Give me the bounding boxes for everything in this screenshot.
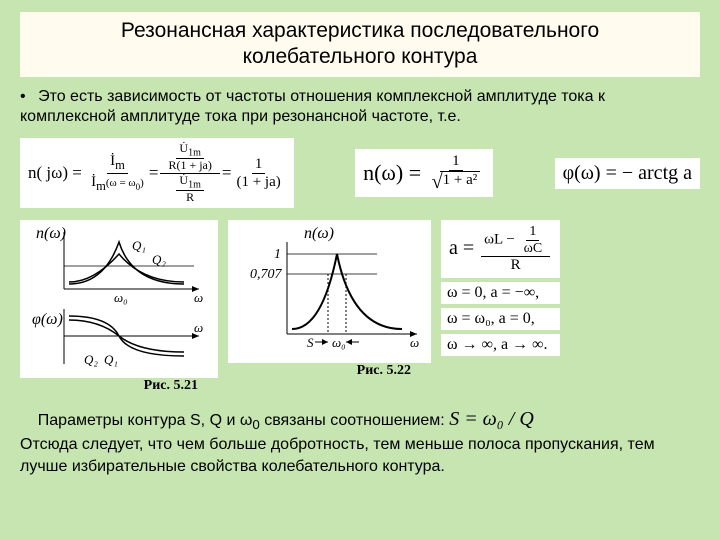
title-line1: Резонансная характеристика последователь… [121,19,599,42]
right-equations: a = ωL − 1 ωC R ω = 0, a = −∞, ω = ω₀, a… [441,220,560,355]
limit-3: ω → ∞, a → ∞. [441,334,560,356]
fig522-svg: n(ω) 1 0,707 S ω₀ ω [232,224,427,354]
svg-text:Q₂: Q₂ [152,252,166,267]
svg-text:0,707: 0,707 [250,267,283,282]
eq-a-def: a = ωL − 1 ωC R [441,220,560,277]
svg-text:ω: ω [194,320,203,335]
svg-text:ω₀: ω₀ [332,335,346,350]
parameters-text: Параметры контура S, Q и ω0 связаны соот… [20,406,700,477]
svg-text:1: 1 [274,247,281,262]
svg-text:φ(ω): φ(ω) [32,311,63,328]
svg-text:n(ω): n(ω) [304,225,334,242]
svg-text:Q₂: Q₂ [84,352,98,367]
page-title: Резонансная характеристика последователь… [20,12,700,77]
svg-text:ω₀: ω₀ [114,290,128,305]
limit-2: ω = ω₀, a = 0, [441,308,560,330]
eq-n-jw: n( jω) = İm İm(ω = ω0) = U̇1m R(1 + ja) … [20,138,294,208]
fig522-caption: Рис. 5.22 [228,363,431,379]
svg-text:Q₁: Q₁ [132,238,146,253]
fig521-svg: n(ω) Q₁ Q₂ ω₀ ω φ(ω) Q₂ Q₁ ω [24,224,214,369]
svg-text:S: S [307,335,314,350]
eq-n-omega: n(ω) = 1 1 + a² [355,149,493,197]
figures-row: n(ω) Q₁ Q₂ ω₀ ω φ(ω) Q₂ Q₁ ω [20,220,700,394]
figure-5-21: n(ω) Q₁ Q₂ ω₀ ω φ(ω) Q₂ Q₁ ω [20,220,218,394]
fig521-caption: Рис. 5.21 [20,378,218,394]
bullet-icon: • [20,88,26,105]
svg-text:Q₁: Q₁ [104,352,118,367]
conclusion-text: Отсюда следует, что чем больше добротнос… [20,436,655,475]
title-line2: колебательного контура [243,45,478,68]
eq-phi: φ(ω) = − arctg a [555,158,700,189]
figure-5-22: n(ω) 1 0,707 S ω₀ ω Рис. 5.22 [228,220,431,379]
equations-row: n( jω) = İm İm(ω = ω0) = U̇1m R(1 + ja) … [20,138,700,208]
svg-text:ω: ω [410,335,419,350]
svg-text:ω: ω [194,290,203,305]
limit-1: ω = 0, a = −∞, [441,282,560,304]
intro-body: Это есть зависимость от частоты отношени… [20,88,605,126]
intro-text: • Это есть зависимость от частоты отноше… [20,87,700,129]
svg-text:n(ω): n(ω) [36,225,66,242]
relation-formula: S = ω₀ / Q [449,408,534,430]
